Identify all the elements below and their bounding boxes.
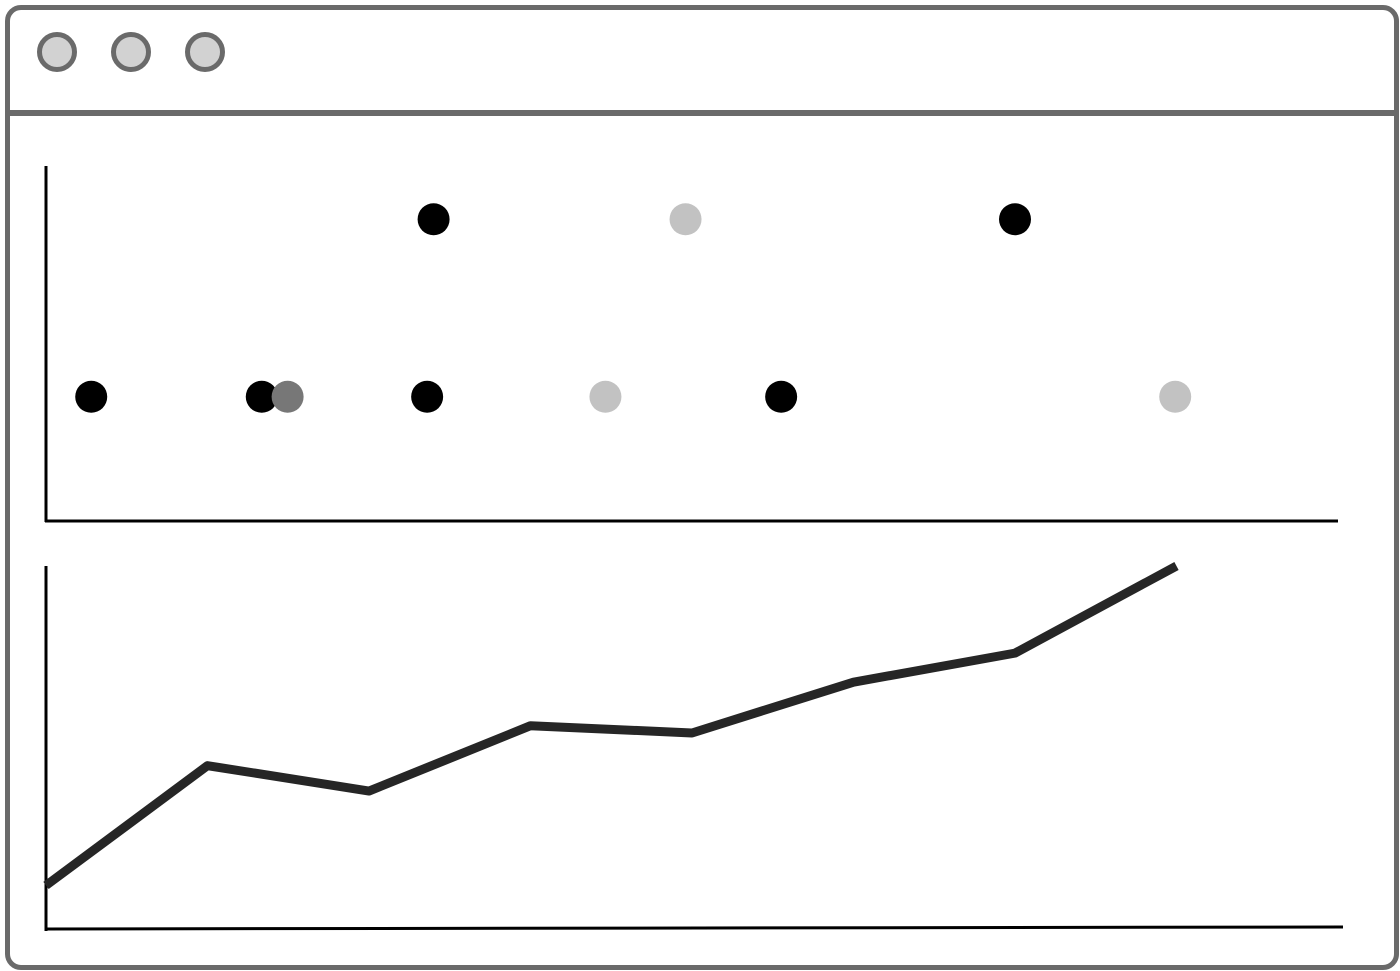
scatter-point-10 <box>1159 380 1192 413</box>
line-chart <box>43 562 1344 931</box>
scatter-point-5 <box>417 203 450 236</box>
scatter-point-2 <box>245 380 278 413</box>
line-x-axis <box>44 925 1344 931</box>
maximize-button[interactable] <box>185 32 225 72</box>
scatter-chart <box>44 166 1338 523</box>
scatter-point-9 <box>999 203 1031 236</box>
scatter-point-7 <box>669 203 702 236</box>
line-series-path <box>43 562 1179 890</box>
scatter-point-4 <box>411 380 444 413</box>
scatter-point-1 <box>75 380 108 413</box>
scatter-point-6 <box>589 380 622 413</box>
app-window <box>5 5 1399 970</box>
close-button[interactable] <box>37 32 77 72</box>
line-series <box>43 562 1179 890</box>
title-bar <box>10 10 1394 116</box>
scatter-points <box>75 203 1192 413</box>
scatter-point-3 <box>271 380 304 413</box>
scatter-point-8 <box>765 380 798 413</box>
minimize-button[interactable] <box>111 32 151 72</box>
